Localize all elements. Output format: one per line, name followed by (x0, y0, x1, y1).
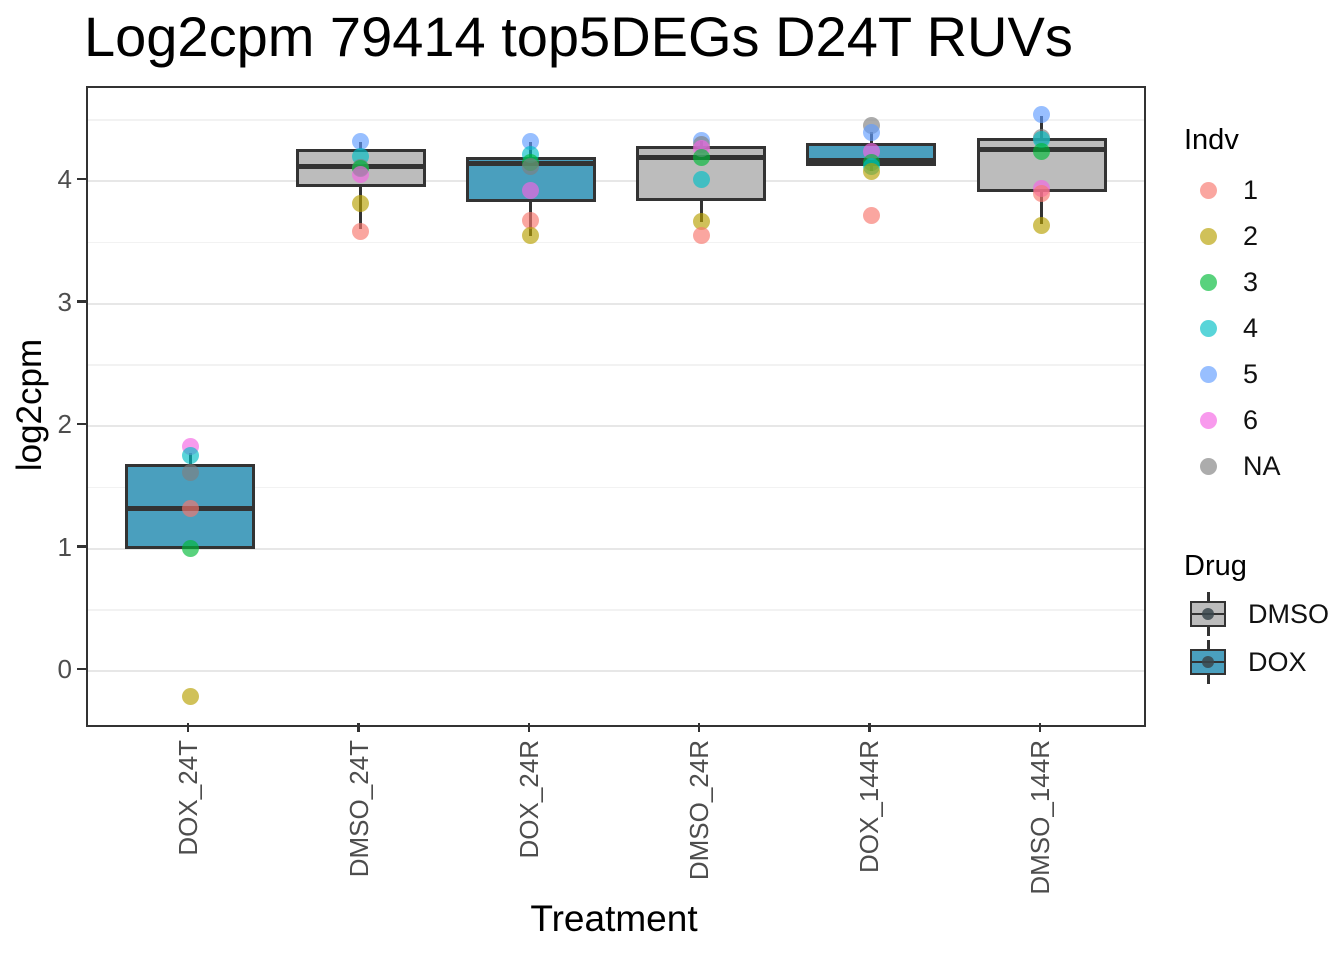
legend-dot (1200, 181, 1217, 199)
jitter-point (692, 226, 710, 244)
gridline-major (88, 180, 1144, 183)
x-tick-label: DMSO_24R (684, 740, 715, 881)
x-tick-label: DMSO_24T (343, 740, 374, 878)
y-tick-label: 3 (57, 286, 72, 317)
legend-dot (1200, 411, 1217, 429)
jitter-point (1033, 143, 1051, 161)
y-tick-label: 4 (57, 164, 72, 195)
legend-item: 6 (1200, 397, 1281, 443)
jitter-point (862, 206, 880, 224)
y-tick-label: 0 (57, 654, 72, 685)
legend-dot (1200, 319, 1217, 337)
legend-indv: 1 2 3 4 5 6 NA (1200, 167, 1281, 489)
jitter-point (352, 194, 370, 212)
x-tick-mark (697, 723, 701, 732)
gridline-minor (88, 486, 1144, 489)
legend-item: 5 (1200, 351, 1281, 397)
legend-item: NA (1200, 443, 1281, 489)
jitter-point (1033, 184, 1051, 202)
jitter-point (352, 222, 370, 240)
jitter-point (862, 123, 880, 141)
legend-item-label: 2 (1243, 220, 1259, 251)
x-tick-label: DMSO_144R (1024, 740, 1055, 895)
gridline-major (88, 670, 1144, 673)
legend-item-label: 3 (1243, 266, 1259, 297)
x-tick-mark (1038, 723, 1042, 732)
legend-item: 3 (1200, 259, 1281, 305)
legend-item: 2 (1200, 213, 1281, 259)
legend-item-label: 6 (1243, 404, 1259, 435)
legend-title-drug: Drug (1184, 550, 1247, 582)
y-tick-mark (77, 177, 86, 181)
jitter-point (522, 226, 540, 244)
jitter-point (181, 447, 199, 464)
legend-item-label: 1 (1243, 174, 1259, 205)
legend-item: 4 (1200, 305, 1281, 351)
jitter-point (522, 182, 540, 200)
legend-dot (1200, 457, 1217, 475)
box-whisker-upper (1040, 116, 1044, 139)
y-tick-mark (77, 422, 86, 426)
gridline-minor (88, 119, 1144, 121)
legend-title-indv: Indv (1184, 124, 1239, 156)
y-tick-mark (77, 545, 86, 548)
y-tick-label: 1 (57, 531, 72, 562)
jitter-point (181, 464, 199, 482)
legend-dot (1200, 273, 1217, 291)
chart-title: Log2cpm 79414 top5DEGs D24T RUVs (84, 5, 1073, 68)
legend-item-label: 4 (1243, 312, 1259, 343)
legend-item-label: DOX (1248, 646, 1307, 677)
jitter-point (862, 162, 880, 180)
jitter-point (1033, 216, 1051, 234)
x-tick-label: DOX_24R (513, 740, 544, 859)
legend-item-label: NA (1243, 450, 1281, 481)
jitter-point (692, 213, 710, 231)
legend-item-label: 5 (1243, 358, 1259, 389)
x-tick-label: DOX_144R (854, 740, 885, 873)
legend-item: 1 (1200, 167, 1281, 213)
jitter-point (181, 499, 199, 517)
x-tick-mark (357, 723, 360, 732)
gridline-major (88, 547, 1144, 550)
jitter-point (692, 149, 710, 167)
gridline-major (88, 302, 1144, 305)
gridline-minor (88, 364, 1144, 366)
y-tick-mark (77, 667, 86, 671)
box-whisker-lower (1040, 192, 1044, 224)
plot-panel (86, 86, 1146, 727)
legend-key-point (1202, 656, 1214, 668)
x-tick-mark (868, 723, 871, 732)
x-tick-label: DOX_24T (173, 740, 204, 856)
gridline-major (88, 425, 1144, 428)
jitter-point (352, 133, 370, 151)
box-whisker-lower (699, 200, 703, 222)
jitter-point (181, 540, 199, 558)
jitter-point (352, 166, 370, 184)
x-tick-mark (186, 723, 190, 732)
y-tick-label: 2 (57, 409, 72, 440)
legend-drug: DMSO DOX (1190, 590, 1329, 686)
x-tick-mark (527, 723, 531, 732)
gridline-minor (88, 241, 1144, 244)
y-tick-mark (77, 300, 86, 303)
legend-item: DMSO (1190, 590, 1329, 638)
y-axis-title: log2cpm (10, 338, 50, 471)
legend-key-point (1202, 608, 1214, 620)
jitter-point (522, 211, 540, 229)
jitter-point (692, 171, 710, 189)
gridline-minor (88, 609, 1144, 611)
jitter-point (522, 157, 540, 175)
legend-item: DOX (1190, 638, 1329, 686)
jitter-point (1033, 106, 1051, 124)
legend-dot (1200, 227, 1217, 245)
jitter-point (181, 688, 199, 706)
legend-item-label: DMSO (1248, 598, 1329, 629)
legend-dot (1200, 365, 1217, 383)
legend-key-boxplot (1190, 640, 1226, 684)
legend-key-boxplot (1190, 592, 1226, 636)
x-axis-title: Treatment (530, 898, 698, 939)
